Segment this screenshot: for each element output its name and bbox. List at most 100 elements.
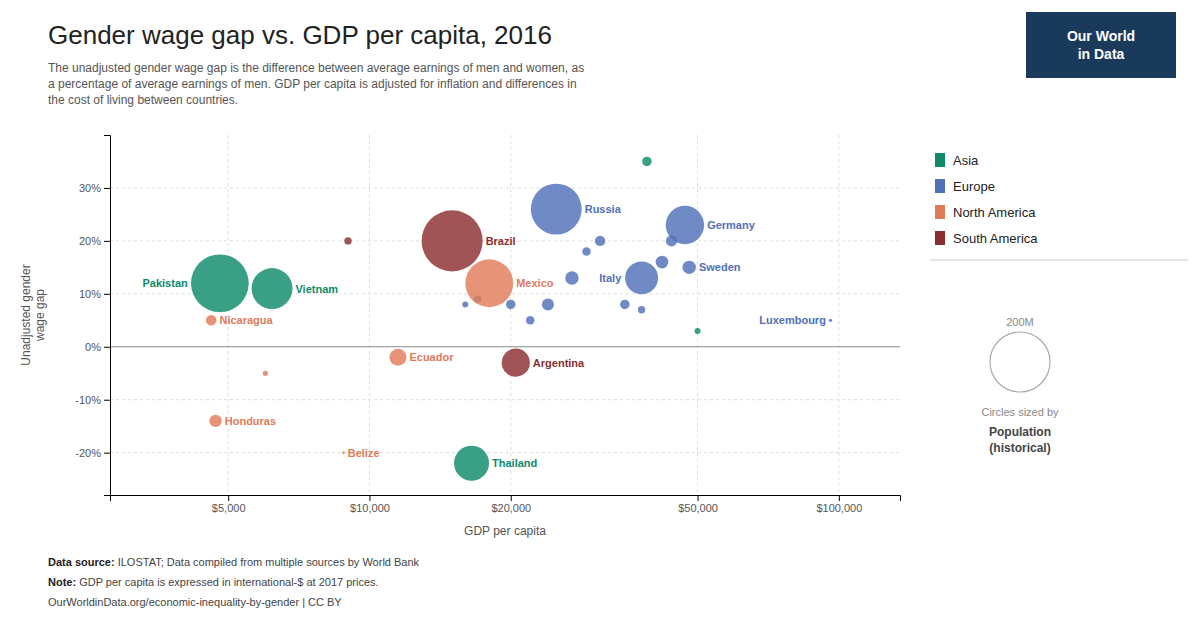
y-axis-tick-mark	[104, 241, 110, 242]
point-label: Vietnam	[295, 283, 338, 295]
size-legend: 200M Circles sized by Population(historica…	[981, 316, 1059, 455]
bubble	[531, 184, 582, 235]
footer-line: Note: GDP per capita is expressed in int…	[48, 576, 379, 588]
y-axis-title: Unadjusted genderwage gap	[19, 264, 47, 365]
point-label: Ecuador	[409, 351, 454, 363]
bubble	[342, 451, 345, 454]
x-axis-tick-label: $10,000	[350, 502, 390, 514]
y-axis-tick-label: 10%	[79, 288, 101, 300]
footer-line: OurWorldinData.org/economic-inequality-b…	[48, 596, 342, 608]
footer-text: GDP per capita is expressed in internati…	[76, 576, 378, 588]
y-axis-tick-label: -20%	[75, 447, 101, 459]
chart: Gender wage gap vs. GDP per capita, 2016…	[0, 0, 1200, 628]
y-axis-tick: -10%	[75, 394, 110, 406]
y-grid-line	[110, 187, 900, 188]
bubble	[666, 235, 677, 246]
logo-line: in Data	[1078, 46, 1125, 62]
y-axis-tick: 20%	[79, 235, 110, 247]
series	[191, 157, 701, 481]
point-label: Honduras	[225, 415, 276, 427]
y-axis-tick-mark	[104, 294, 110, 295]
y-axis-tick-label: 20%	[79, 235, 101, 247]
x-axis-tick-label: $5,000	[212, 502, 246, 514]
y-axis-tick-mark	[104, 347, 110, 348]
series	[462, 184, 832, 325]
legend-label: Asia	[953, 153, 979, 168]
bubble	[191, 254, 249, 312]
point-label: Pakistan	[142, 277, 188, 289]
footer-text: ILOSTAT; Data compiled from multiple sou…	[115, 556, 420, 568]
x-axis-tick: $20,000	[491, 495, 531, 514]
x-grid-line	[697, 135, 698, 495]
legend-swatch	[935, 179, 945, 193]
x-grid-line	[369, 135, 370, 495]
x-grid-line	[838, 135, 839, 495]
point-label: Argentina	[533, 357, 585, 369]
legend-divider	[930, 260, 1188, 261]
point-label: Italy	[599, 272, 622, 284]
bubble	[526, 316, 534, 324]
bubble	[595, 236, 605, 246]
y-axis-tick: 0%	[85, 341, 110, 353]
size-legend-variable: Population(historical)	[989, 425, 1051, 455]
legend-swatch	[935, 205, 945, 219]
subtitle-line: The unadjusted gender wage gap is the di…	[48, 61, 584, 75]
y-axis-tick-label: -10%	[75, 394, 101, 406]
size-legend-title: Circles sized by	[981, 406, 1059, 418]
subtitle-line: the cost of living between countries.	[48, 93, 238, 107]
bubble	[829, 319, 832, 322]
bubble	[582, 247, 590, 255]
logo-text: Our World in Data	[1067, 28, 1135, 62]
footer: Data source: ILOSTAT; Data compiled from…	[48, 556, 420, 608]
bubble	[620, 300, 629, 309]
point-label: Belize	[348, 447, 380, 459]
point-label: Thailand	[492, 457, 537, 469]
legend-swatch	[935, 153, 945, 167]
bubble	[683, 261, 696, 274]
subtitle: The unadjusted gender wage gap is the di…	[48, 61, 584, 107]
footer-bold: Data source:	[48, 556, 115, 568]
legend: AsiaEuropeNorth AmericaSouth America	[930, 153, 1188, 261]
bubble	[625, 262, 658, 295]
bubble	[462, 301, 468, 307]
x-axis-tick: $100,000	[816, 495, 862, 514]
x-axis-tick-label: $20,000	[491, 502, 531, 514]
series	[344, 210, 530, 376]
footer-text: OurWorldinData.org/economic-inequality-b…	[48, 596, 342, 608]
y-axis-tick-label: 30%	[79, 182, 101, 194]
bubble	[209, 415, 221, 427]
y-axis: -20% -10% 0% 10% 20% 30%	[75, 136, 110, 496]
footer-line: Data source: ILOSTAT; Data compiled from…	[48, 556, 420, 568]
bubble	[656, 256, 669, 269]
x-axis-tick: $50,000	[678, 495, 718, 514]
x-axis: $5,000 $10,000 $20,000 $50,000 $100,000	[111, 495, 901, 514]
bubble	[252, 268, 293, 309]
x-axis-title: GDP per capita	[464, 524, 546, 538]
y-grid-line	[110, 452, 900, 453]
x-axis-tick-mark	[698, 495, 699, 501]
bubble	[465, 259, 513, 307]
logo-box	[1026, 12, 1176, 78]
point-label: Brazil	[486, 235, 516, 247]
point-label: Mexico	[516, 277, 554, 289]
point-label: Germany	[707, 219, 756, 231]
size-legend-label: 200M	[1006, 316, 1034, 328]
logo-line: Our World	[1067, 28, 1135, 44]
y-axis-tick: 10%	[79, 288, 110, 300]
legend-label: North America	[953, 205, 1036, 220]
x-axis-tick: $5,000	[212, 495, 246, 514]
y-axis-title-line: wage gap	[33, 289, 47, 342]
y-axis-tick-label: 0%	[85, 341, 101, 353]
legend-label: Europe	[953, 179, 995, 194]
bubble	[506, 300, 515, 309]
grid	[110, 135, 900, 495]
y-axis-tick-mark	[104, 453, 110, 454]
bubble	[263, 371, 268, 376]
zero-line	[110, 346, 900, 347]
y-grid-line	[110, 399, 900, 400]
y-axis-tick-mark	[104, 400, 110, 401]
point-label: Russia	[585, 203, 622, 215]
footer-bold: Note:	[48, 576, 76, 588]
x-axis-tick-mark	[511, 495, 512, 501]
bubble	[344, 237, 351, 244]
